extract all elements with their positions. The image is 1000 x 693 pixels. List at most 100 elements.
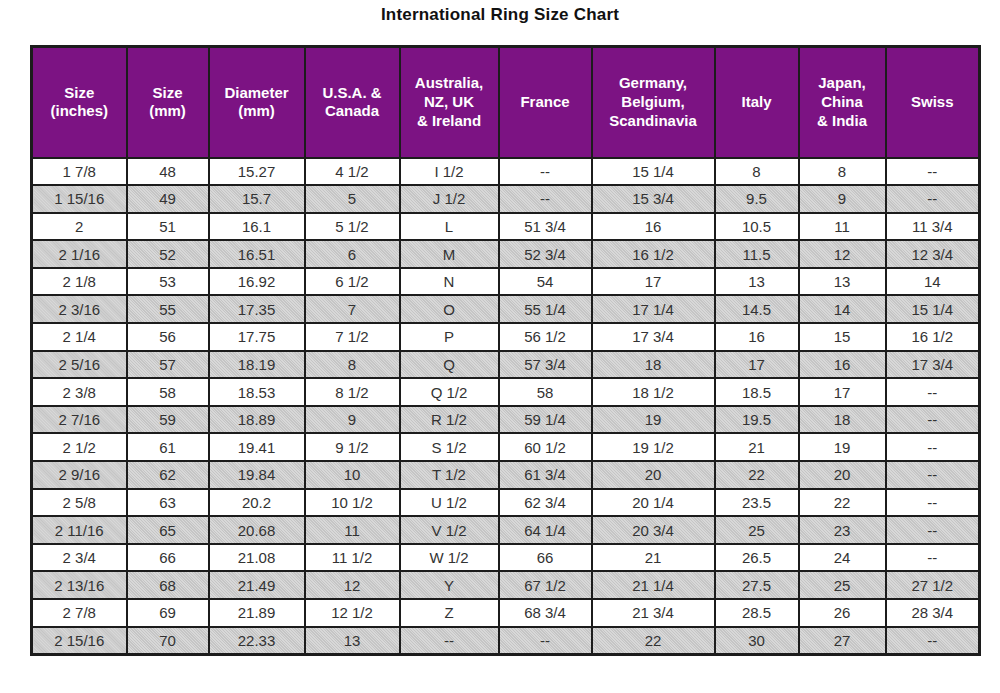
table-cell: 22: [592, 627, 715, 655]
table-cell: 9 1/2: [305, 433, 400, 461]
table-cell: 18.5: [715, 378, 799, 406]
table-cell: 15: [799, 323, 886, 351]
table-cell: 19: [799, 433, 886, 461]
table-cell: 15 1/4: [886, 295, 980, 323]
table-cell: 62: [127, 461, 209, 489]
table-cell: 8: [305, 351, 400, 379]
table-row: 2 11/166520.6811V 1/264 1/420 3/42523--: [32, 516, 980, 544]
column-header-france: France: [499, 47, 592, 158]
table-cell: U 1/2: [400, 489, 499, 517]
table-cell: 59 1/4: [499, 406, 592, 434]
table-cell: 9: [799, 185, 886, 213]
table-row: 2 9/166219.8410T 1/261 3/4202220--: [32, 461, 980, 489]
table-cell: 11 3/4: [886, 213, 980, 241]
table-cell: 18 1/2: [592, 378, 715, 406]
table-cell: 16: [592, 213, 715, 241]
column-header-size-inches: Size (inches): [32, 47, 127, 158]
table-cell: 11: [305, 516, 400, 544]
table-cell: 55 1/4: [499, 295, 592, 323]
table-cell: 18.53: [209, 378, 305, 406]
table-cell: I 1/2: [400, 158, 499, 186]
table-cell: 15.7: [209, 185, 305, 213]
table-cell: 68: [127, 571, 209, 599]
table-cell: T 1/2: [400, 461, 499, 489]
table-cell: 17 3/4: [592, 323, 715, 351]
table-cell: 69: [127, 599, 209, 627]
column-header-size-mm: Size (mm): [127, 47, 209, 158]
table-cell: 16.1: [209, 213, 305, 241]
table-cell: R 1/2: [400, 406, 499, 434]
table-cell: N: [400, 268, 499, 296]
table-row: 2 13/166821.4912Y67 1/221 1/427.52527 1/…: [32, 571, 980, 599]
table-cell: 2 13/16: [32, 571, 127, 599]
table-cell: 1 7/8: [32, 158, 127, 186]
table-cell: 2 3/8: [32, 378, 127, 406]
table-row: 25116.15 1/2L51 3/41610.51111 3/4: [32, 213, 980, 241]
column-header-swiss: Swiss: [886, 47, 980, 158]
table-cell: 21 1/4: [592, 571, 715, 599]
table-cell: 12 1/2: [305, 599, 400, 627]
table-cell: 56: [127, 323, 209, 351]
table-cell: 6: [305, 240, 400, 268]
table-cell: 2 7/8: [32, 599, 127, 627]
table-cell: 2 1/2: [32, 433, 127, 461]
table-row: 2 5/86320.210 1/2U 1/262 3/420 1/423.522…: [32, 489, 980, 517]
table-cell: 19.41: [209, 433, 305, 461]
table-row: 2 7/165918.899R 1/259 1/41919.518--: [32, 406, 980, 434]
table-cell: 16.92: [209, 268, 305, 296]
table-row: 2 1/85316.926 1/2N5417131314: [32, 268, 980, 296]
table-cell: 2 3/16: [32, 295, 127, 323]
table-cell: P: [400, 323, 499, 351]
table-cell: 10 1/2: [305, 489, 400, 517]
table-cell: 11: [799, 213, 886, 241]
table-cell: 13: [715, 268, 799, 296]
table-cell: 20 3/4: [592, 516, 715, 544]
table-cell: --: [886, 185, 980, 213]
table-cell: 2 15/16: [32, 627, 127, 655]
table-cell: 2 1/16: [32, 240, 127, 268]
table-cell: 19: [592, 406, 715, 434]
table-cell: 56 1/2: [499, 323, 592, 351]
table-cell: 26: [799, 599, 886, 627]
table-cell: 28 3/4: [886, 599, 980, 627]
table-cell: 12 3/4: [886, 240, 980, 268]
table-cell: 20 1/4: [592, 489, 715, 517]
table-cell: 16: [799, 351, 886, 379]
table-cell: 9: [305, 406, 400, 434]
table-cell: 58: [499, 378, 592, 406]
table-row: 2 1/165216.516M52 3/416 1/211.51212 3/4: [32, 240, 980, 268]
table-cell: J 1/2: [400, 185, 499, 213]
table-row: 2 15/167022.3313----223027--: [32, 627, 980, 655]
table-cell: --: [886, 158, 980, 186]
table-cell: 16 1/2: [592, 240, 715, 268]
table-cell: 24: [799, 544, 886, 572]
table-cell: 27: [799, 627, 886, 655]
table-cell: 19 1/2: [592, 433, 715, 461]
table-row: 2 7/86921.8912 1/2Z68 3/421 3/428.52628 …: [32, 599, 980, 627]
table-cell: Y: [400, 571, 499, 599]
table-cell: --: [400, 627, 499, 655]
table-cell: 18.19: [209, 351, 305, 379]
table-cell: 21: [715, 433, 799, 461]
table-cell: Q 1/2: [400, 378, 499, 406]
table-cell: 18: [799, 406, 886, 434]
table-cell: 2 5/8: [32, 489, 127, 517]
table-cell: 65: [127, 516, 209, 544]
table-cell: 18.89: [209, 406, 305, 434]
header-row: Size (inches) Size (mm) Diameter (mm) U.…: [32, 47, 980, 158]
table-cell: --: [499, 158, 592, 186]
table-cell: 16: [715, 323, 799, 351]
table-cell: 17 3/4: [886, 351, 980, 379]
table-cell: 20.68: [209, 516, 305, 544]
table-cell: 19.5: [715, 406, 799, 434]
table-cell: 20.2: [209, 489, 305, 517]
table-cell: Z: [400, 599, 499, 627]
table-cell: 17: [799, 378, 886, 406]
table-row: 2 1/45617.757 1/2P56 1/217 3/4161516 1/2: [32, 323, 980, 351]
table-cell: 17.35: [209, 295, 305, 323]
table-cell: Q: [400, 351, 499, 379]
table-cell: 30: [715, 627, 799, 655]
table-cell: 2 1/8: [32, 268, 127, 296]
table-cell: 12: [305, 571, 400, 599]
table-row: 2 1/26119.419 1/2S 1/260 1/219 1/22119--: [32, 433, 980, 461]
